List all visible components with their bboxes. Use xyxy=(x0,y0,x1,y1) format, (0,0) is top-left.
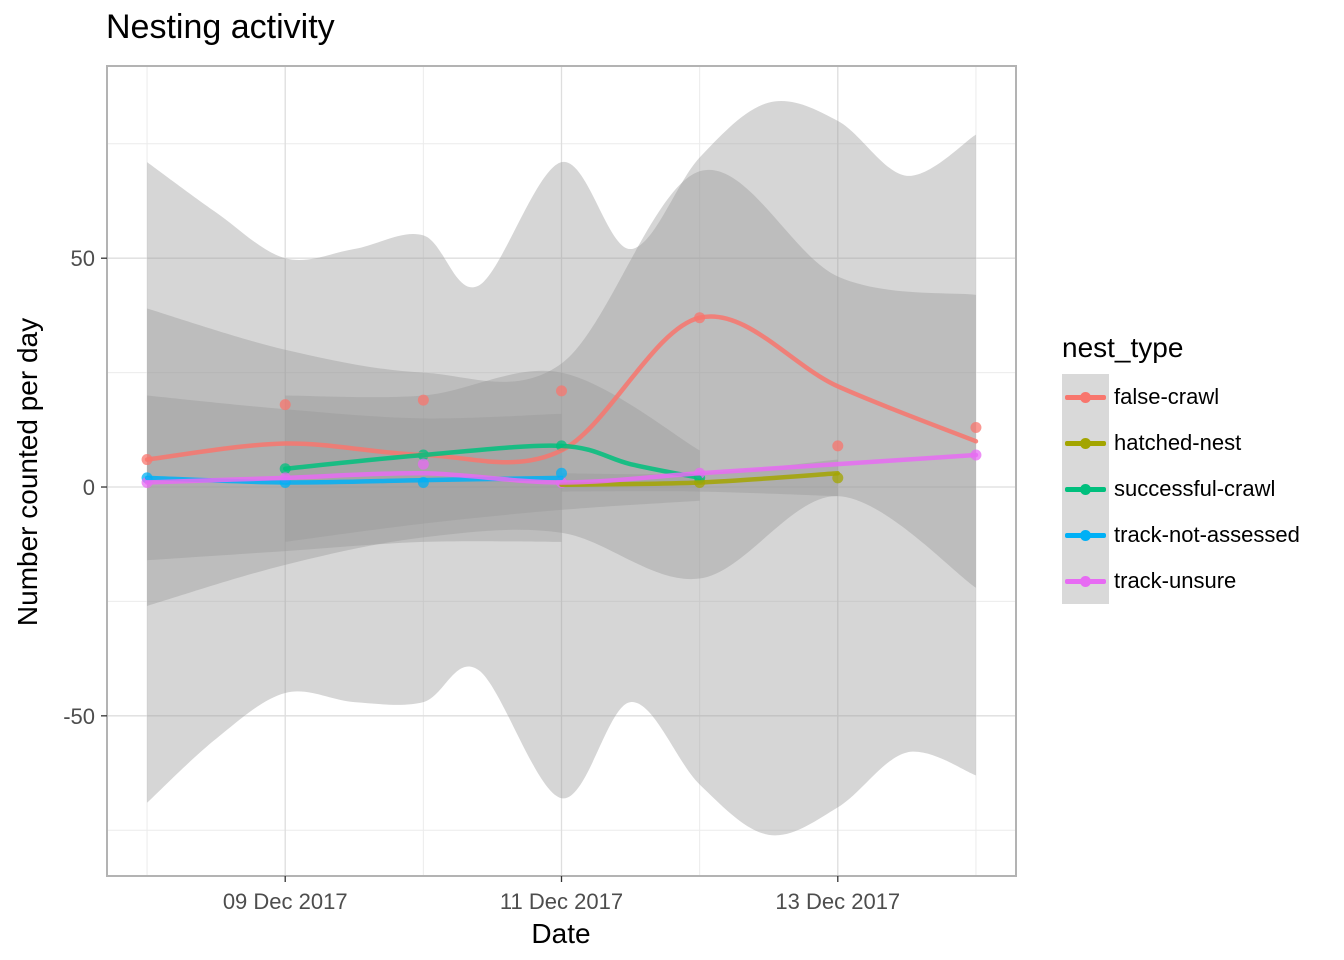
smooth-lines xyxy=(144,314,979,487)
x-axis-title: Date xyxy=(531,918,591,949)
y-tick-label: -50 xyxy=(63,704,95,729)
legend-label: track-not-assessed xyxy=(1114,522,1300,547)
legend: nest_type false-crawl hatched-nest success… xyxy=(1062,332,1300,604)
legend-item-false-crawl: false-crawl xyxy=(1062,374,1300,420)
legend-swatch xyxy=(1062,466,1109,512)
y-axis-title: Number counted per day xyxy=(12,317,43,627)
point-false-crawl xyxy=(970,422,982,434)
x-tick-label: 11 Dec 2017 xyxy=(500,889,623,914)
legend-swatch xyxy=(1062,420,1109,466)
legend-swatch xyxy=(1062,558,1109,604)
legend-label: track-unsure xyxy=(1114,568,1237,593)
legend-label: hatched-nest xyxy=(1114,430,1242,455)
legend-label: false-crawl xyxy=(1114,384,1220,409)
point-false-crawl xyxy=(279,399,291,411)
line-successful-crawl xyxy=(282,443,702,481)
legend-item-successful-crawl: successful-crawl xyxy=(1062,466,1300,512)
line-hatched-nest xyxy=(559,471,841,487)
chart-title: Nesting activity xyxy=(106,8,335,46)
point-false-crawl xyxy=(556,385,567,397)
y-tick-label: 0 xyxy=(83,475,95,500)
point-track-unsure xyxy=(417,458,429,470)
legend-item-track-unsure: track-unsure xyxy=(1062,558,1300,604)
point-false-crawl xyxy=(417,394,429,406)
line-false-crawl xyxy=(144,314,979,465)
point-false-crawl xyxy=(832,440,844,452)
x-tick-label: 09 Dec 2017 xyxy=(223,889,348,914)
legend-keys: false-crawl hatched-nest successful-crawl t… xyxy=(1062,374,1300,604)
legend-swatch xyxy=(1062,374,1109,420)
legend-swatch xyxy=(1062,512,1109,558)
line-track-unsure xyxy=(144,452,979,485)
legend-item-track-not-assessed: track-not-assessed xyxy=(1062,512,1300,558)
ribbon-track-not-assessed xyxy=(147,395,562,561)
legend-item-hatched-nest: hatched-nest xyxy=(1062,420,1300,466)
data-points xyxy=(141,312,982,488)
legend-label: successful-crawl xyxy=(1114,476,1276,501)
ribbon-successful-crawl xyxy=(285,370,700,542)
x-tick-label: 13 Dec 2017 xyxy=(775,889,900,914)
y-tick-label: 50 xyxy=(71,246,95,271)
axes: -50 0 50 09 Dec 2017 11 Dec 2017 13 Dec 2017 xyxy=(63,246,900,914)
legend-title: nest_type xyxy=(1062,332,1184,363)
